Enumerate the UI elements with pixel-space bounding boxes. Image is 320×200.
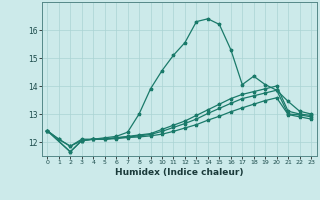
X-axis label: Humidex (Indice chaleur): Humidex (Indice chaleur) — [115, 168, 244, 177]
